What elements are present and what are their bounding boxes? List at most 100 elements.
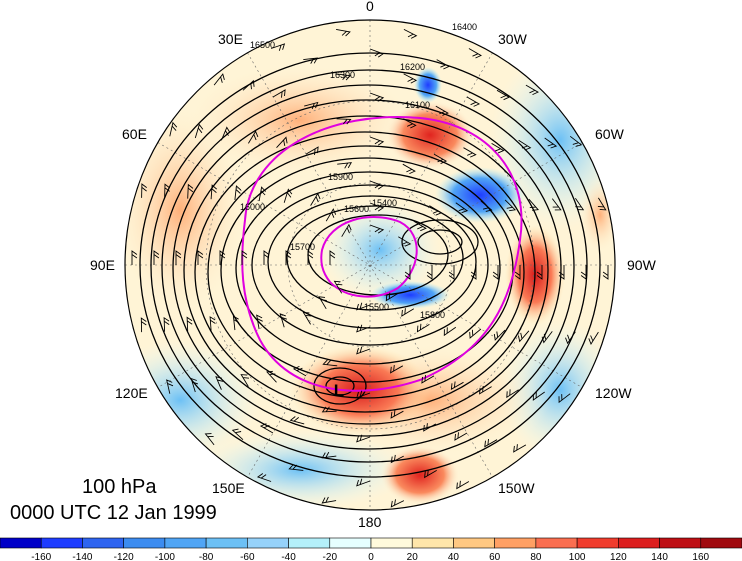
wind-barb — [532, 391, 545, 401]
wind-barb — [597, 197, 607, 211]
wind-barb — [448, 265, 455, 280]
wind-barb — [303, 57, 319, 64]
wind-barb — [402, 163, 416, 175]
contour-label: 15400 — [372, 198, 397, 208]
wind-barb — [213, 73, 225, 86]
longitude-label-30w: 30W — [498, 31, 527, 47]
contour-label: 16100 — [405, 100, 430, 110]
wind-barb — [518, 139, 532, 151]
wind-barb — [220, 126, 231, 141]
wind-barb — [369, 224, 385, 234]
wind-barb — [369, 48, 385, 58]
wind-barb — [204, 433, 215, 446]
colorbar-box — [618, 537, 660, 549]
wind-barb — [558, 265, 565, 280]
graticule — [125, 20, 615, 510]
wind-barb — [259, 423, 274, 434]
colorbar-box — [329, 537, 372, 549]
colorbar-box — [40, 537, 83, 549]
wind-barb — [390, 499, 405, 508]
contour-label: 16500 — [250, 40, 275, 50]
contour-label: 16000 — [240, 202, 265, 212]
colorbar-box — [659, 537, 702, 549]
wind-barb — [356, 478, 371, 487]
wind-barb — [496, 89, 511, 101]
wind-barb — [242, 79, 255, 91]
wind-barb — [544, 137, 558, 149]
polar-stereographic-map: L 16400 16500 16300 16200 16100 16000 15… — [124, 19, 616, 511]
wind-barb — [479, 385, 492, 395]
contour-label: 16300 — [330, 70, 355, 80]
wind-barb — [163, 316, 170, 332]
wind-barb — [398, 236, 412, 247]
colorbar-box — [247, 537, 289, 549]
wind-barb — [288, 464, 304, 471]
wind-barb — [325, 208, 337, 222]
wind-barb — [256, 314, 263, 330]
wind-barb — [404, 265, 411, 280]
colorbar-tick-label: -80 — [199, 552, 214, 561]
low-center-marker: L — [334, 381, 344, 400]
wind-barb — [322, 359, 338, 367]
wind-barb — [433, 153, 448, 165]
wind-barb — [390, 454, 404, 464]
wind-barb — [580, 265, 587, 280]
wind-barb — [413, 220, 427, 232]
pressure-level-label: 100 hPa — [82, 476, 157, 498]
wind-barb — [283, 188, 293, 203]
colorbar-tick-label: -60 — [240, 552, 255, 561]
colorbar-box — [411, 537, 454, 549]
longitude-label-180: 180 — [358, 514, 382, 530]
wind-barb — [480, 200, 493, 212]
wind-barb — [369, 180, 385, 190]
wind-barb — [318, 296, 327, 310]
colorbar-box — [453, 537, 495, 549]
wind-barb — [401, 308, 415, 317]
wind-barb — [369, 136, 385, 146]
wind-barb — [341, 223, 352, 237]
longitude-label-60w: 60W — [595, 126, 624, 142]
wind-barb — [369, 92, 385, 102]
wind-barb — [186, 316, 193, 332]
wind-barb — [493, 329, 506, 341]
longitude-label-0: 0 — [366, 0, 374, 14]
contour-label: 15500 — [364, 302, 389, 312]
wind-barb — [305, 146, 319, 155]
wind-barb — [506, 389, 519, 399]
wind-barb — [356, 390, 371, 399]
wind-barb — [209, 316, 216, 331]
longitude-label-150e: 150E — [212, 480, 245, 496]
wind-barb — [194, 123, 204, 139]
height-contours — [139, 52, 601, 478]
wind-barb — [456, 480, 470, 490]
wind-barb — [450, 381, 464, 391]
colorbar-tick-label: 60 — [489, 552, 501, 561]
wind-barb — [333, 280, 343, 294]
colorbar-box — [123, 537, 166, 549]
wind-barb — [153, 250, 160, 265]
wind-barb — [169, 121, 178, 137]
wind-barb — [210, 184, 217, 200]
wind-barb — [602, 265, 609, 280]
wind-barb — [197, 250, 204, 265]
wind-barb — [321, 406, 337, 413]
colorbar-box — [576, 537, 619, 549]
wind-barb — [336, 28, 351, 37]
wind-barb — [551, 198, 562, 211]
map-boundary — [124, 19, 616, 511]
wind-barb — [504, 199, 517, 212]
wind-barb — [403, 118, 417, 129]
wind-barbs — [131, 28, 609, 508]
wind-barb — [232, 315, 240, 331]
colorbar-tick-label: -160 — [31, 552, 51, 561]
wind-barb — [166, 379, 174, 394]
wind-barb — [429, 205, 443, 216]
wind-barb — [336, 73, 352, 81]
wind-barb — [219, 250, 226, 265]
wind-barb — [588, 331, 599, 345]
wind-barb — [321, 451, 337, 459]
wind-barb — [304, 101, 319, 110]
colorbar-tick-label: -140 — [72, 552, 92, 561]
wind-barb — [492, 265, 499, 280]
wind-barb — [215, 376, 224, 390]
